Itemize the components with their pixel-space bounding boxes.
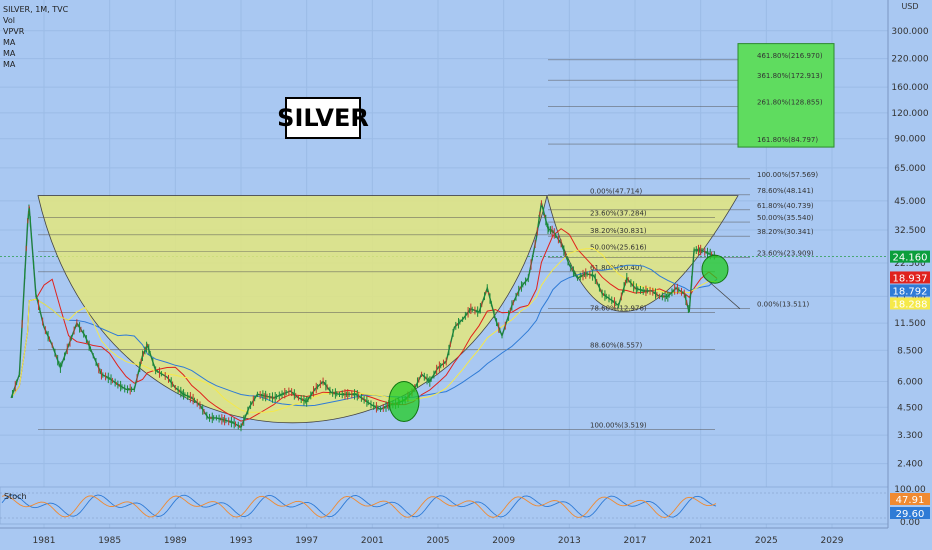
stoch-tick-label: 0.00 — [900, 518, 920, 528]
target-label: 161.80%(84.797) — [757, 136, 818, 144]
y-tick-label: 4.500 — [897, 403, 923, 413]
value-badge-label: 18.792 — [893, 286, 928, 297]
fib-left-label: 0.00%(47.714) — [590, 188, 642, 196]
x-tick-label: 2001 — [361, 536, 384, 546]
y-tick-label: 300.000 — [891, 27, 928, 37]
y-tick-label: 65.000 — [894, 164, 926, 174]
value-badge — [890, 297, 930, 310]
y-axis[interactable]: 300.000 220.000 160.000 120.000 90.000 65.000… — [887, 0, 929, 528]
x-tick-label: 1989 — [164, 536, 187, 546]
value-badge — [890, 271, 930, 284]
fib-right-label: 38.20%(30.341) — [757, 228, 814, 236]
y-tick-label: 6.000 — [897, 378, 923, 388]
stoch-line — [1, 494, 717, 518]
legend-line[interactable]: MA — [3, 49, 16, 58]
y-tick-label: 120.000 — [891, 109, 928, 119]
y-tick-label: 15.500 — [894, 292, 926, 302]
moving-average-line — [10, 247, 718, 413]
x-tick-label: 2017 — [624, 536, 647, 546]
fib-left-label: 23.60%(37.284) — [590, 210, 647, 218]
legend-symbol[interactable]: SILVER, 1M, TVC — [3, 5, 69, 14]
value-badge — [890, 493, 930, 505]
moving-average-line — [10, 264, 718, 407]
legend-line[interactable]: MA — [3, 60, 16, 69]
fib-right-label: 0.00%(13.511) — [757, 301, 809, 309]
value-badge-label: 18.937 — [893, 273, 928, 284]
cup-shapes — [37, 195, 739, 424]
stoch-pane — [0, 486, 889, 525]
target-box: 461.80%(216.970) 361.80%(172.913) 261.80%(… — [737, 43, 835, 148]
x-tick-label: 2013 — [558, 536, 581, 546]
target-label: 261.80%(128.855) — [757, 99, 823, 107]
y-tick-label: 90.000 — [894, 135, 926, 145]
x-tick-label: 1985 — [98, 536, 121, 546]
y-tick-label: 8.500 — [897, 346, 923, 356]
highlight-circles — [388, 254, 741, 423]
legend-line[interactable]: VPVR — [3, 27, 25, 36]
y-tick-label: 2.400 — [897, 460, 923, 470]
fib-left-label: 38.20%(30.831) — [590, 227, 647, 235]
fib-right-label: 61.80%(40.739) — [757, 202, 814, 210]
chart-title: SILVER — [277, 97, 369, 139]
legend-line[interactable]: MA — [3, 38, 16, 47]
y-tick-label: 22.500 — [894, 259, 926, 269]
fib-left-label: 88.60%(8.557) — [590, 342, 642, 350]
x-tick-label: 2025 — [755, 536, 778, 546]
x-tick-label: 2005 — [427, 536, 450, 546]
stoch-tick-label: 100.00 — [894, 485, 926, 495]
legend-line[interactable]: Vol — [3, 16, 15, 25]
x-tick-label: 1981 — [33, 536, 56, 546]
target-label: 361.80%(172.913) — [757, 72, 823, 80]
fib-right-label: 100.00%(57.569) — [757, 171, 818, 179]
x-tick-label: 1997 — [295, 536, 318, 546]
value-badge — [890, 250, 930, 263]
value-badge-label: 29.60 — [896, 509, 925, 520]
value-badge-label: 47.91 — [896, 495, 925, 506]
value-badge-label: 18.288 — [893, 299, 928, 310]
fib-right-label: 50.00%(35.540) — [757, 214, 814, 222]
moving-average-line — [10, 228, 718, 422]
value-badge — [890, 507, 930, 519]
value-badge — [890, 284, 930, 297]
currency-label: USD — [901, 2, 919, 11]
target-zone — [737, 43, 835, 148]
projection-line — [704, 277, 741, 310]
stoch-background — [0, 486, 889, 525]
y-tick-label: 3.300 — [897, 431, 923, 441]
price-series — [10, 200, 718, 432]
moving-averages — [10, 228, 718, 422]
fib-left-label: 78.60%(12.976) — [590, 304, 647, 312]
fib-right-label: 78.60%(48.141) — [757, 187, 814, 195]
x-tick-label: 2029 — [821, 536, 844, 546]
value-badge-label: 24.160 — [893, 253, 928, 264]
price-badges: 24.160 18.937 18.792 18.288 47.91 29.60 — [890, 250, 930, 520]
x-axis[interactable]: 1981 1985 1989 1993 1997 2001 2005 2009 2013 2017… — [0, 527, 888, 546]
stoch-label: Stoch — [4, 492, 27, 501]
stoch-line — [1, 495, 717, 518]
large-cup — [37, 195, 548, 424]
y-tick-label: 32.500 — [894, 226, 926, 236]
target-label: 461.80%(216.970) — [757, 52, 823, 60]
fib-left-label: 100.00%(3.519) — [590, 421, 647, 429]
y-tick-label: 160.000 — [891, 83, 928, 93]
x-tick-label: 2009 — [492, 536, 515, 546]
y-tick-label: 220.000 — [891, 55, 928, 65]
highlight-circle — [388, 381, 420, 423]
fib-right-label: 23.60%(23.909) — [757, 250, 814, 258]
x-tick-label: 2021 — [689, 536, 712, 546]
chart-legend[interactable]: SILVER, 1M, TVC Vol VPVR MA MA MA — [3, 4, 68, 70]
x-tick-label: 1993 — [230, 536, 253, 546]
y-tick-label: 45.000 — [894, 197, 926, 207]
y-tick-label: 11.500 — [894, 319, 926, 329]
fib-left-label: 50.00%(25.616) — [590, 243, 647, 251]
highlight-circle — [701, 254, 729, 284]
